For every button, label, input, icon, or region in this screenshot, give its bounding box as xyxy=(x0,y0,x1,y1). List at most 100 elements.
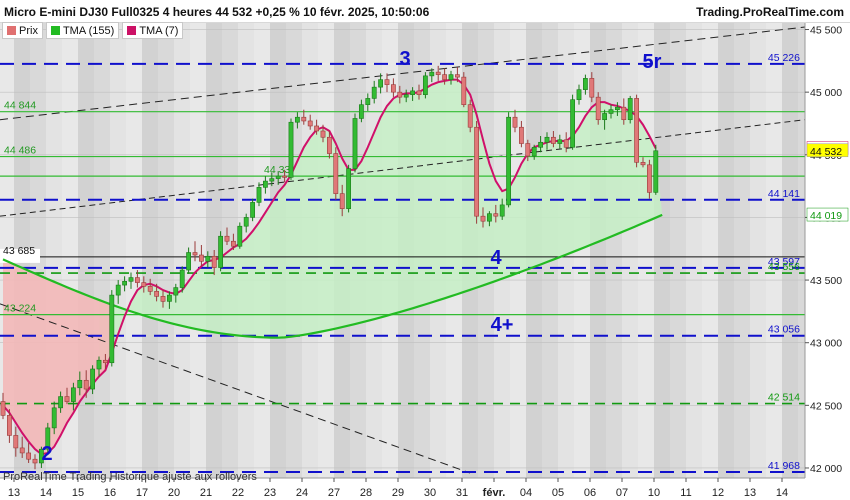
legend-item-tma7[interactable]: TMA (7) xyxy=(122,22,184,39)
candle-body xyxy=(378,79,383,88)
candle-body xyxy=(339,193,345,209)
background-band xyxy=(126,22,142,478)
candle-body xyxy=(346,168,351,209)
candle-body xyxy=(416,90,422,95)
price-tag-label: 44 532 xyxy=(810,146,842,158)
candle-body xyxy=(294,116,300,123)
background-band xyxy=(622,22,638,478)
candle-body xyxy=(435,71,441,75)
background-band xyxy=(78,22,94,478)
wave-label-3: 3 xyxy=(399,48,410,70)
background-band xyxy=(750,22,766,478)
candle-body xyxy=(26,452,31,460)
candle-body xyxy=(384,79,390,85)
time-axis-background xyxy=(0,478,850,500)
candle-body xyxy=(442,74,447,80)
time-tick-label: 31 xyxy=(456,487,468,499)
legend-item-price[interactable]: Prix xyxy=(2,22,43,39)
legend-item-tma155[interactable]: TMA (155) xyxy=(45,22,120,39)
candle-body xyxy=(563,139,569,148)
candle-body xyxy=(288,121,294,178)
candle-body xyxy=(602,113,607,121)
wave-label-4-plus: 4+ xyxy=(491,314,514,336)
level-label: 44 33 xyxy=(264,164,290,176)
tma-fill-areas xyxy=(3,79,663,455)
candle-body xyxy=(243,217,249,227)
level-lines: 45 226 44 844 44 486 44 33 44 141 43 685 43 59… xyxy=(0,52,805,473)
candle-body xyxy=(461,76,467,105)
price-tick-label: 43 000 xyxy=(810,338,842,350)
candle-body xyxy=(544,136,550,143)
candle-body xyxy=(467,104,473,128)
time-tick-label: 23 xyxy=(264,487,276,499)
time-tick-label: 06 xyxy=(584,487,596,499)
candle-body xyxy=(422,75,428,95)
candle-body xyxy=(627,98,633,121)
time-tick-label: 14 xyxy=(776,487,788,499)
candle-body xyxy=(371,86,377,99)
candle-body xyxy=(307,120,313,127)
bullish-fill-area xyxy=(99,79,663,377)
candle-body xyxy=(653,150,659,193)
trend-line-upper xyxy=(0,26,805,121)
candle-body xyxy=(262,180,268,188)
candle-body xyxy=(135,277,140,283)
background-band xyxy=(158,22,174,478)
brand-label[interactable]: Trading.ProRealTime.com xyxy=(696,5,844,19)
time-tick-label: 15 xyxy=(72,487,84,499)
candle-body xyxy=(614,106,620,110)
candle-body xyxy=(621,106,627,121)
candle-body xyxy=(179,269,185,288)
candle-body xyxy=(205,255,211,262)
candle-body xyxy=(365,98,371,105)
candle-body xyxy=(538,141,543,148)
candle-body xyxy=(525,143,531,157)
background-band xyxy=(110,22,126,478)
candle-body xyxy=(320,130,326,138)
candle-body xyxy=(576,89,582,100)
candle-body xyxy=(333,153,339,194)
price-axis-background xyxy=(805,22,850,478)
candle-body xyxy=(550,136,556,144)
candle-body xyxy=(454,74,460,78)
level-label: 45 226 xyxy=(768,52,800,64)
bearish-fill-area xyxy=(3,259,112,455)
candle-body xyxy=(506,116,511,206)
candle-body xyxy=(269,178,275,182)
candle-body xyxy=(403,94,409,98)
background-band xyxy=(638,22,654,478)
background-band xyxy=(686,22,702,478)
legend-swatch-price xyxy=(7,26,16,35)
candle-body xyxy=(499,204,505,217)
candle-body xyxy=(224,235,230,242)
level-label: 43 597 xyxy=(768,256,800,268)
level-label: 43 556 xyxy=(768,261,800,273)
candle-body xyxy=(390,84,396,93)
background-band xyxy=(654,22,670,478)
candle-body xyxy=(301,116,307,122)
time-tick-label: 27 xyxy=(328,487,340,499)
time-tick-label: 12 xyxy=(712,487,724,499)
candle-body xyxy=(122,281,127,286)
background-band xyxy=(702,22,718,478)
candle-body xyxy=(282,175,287,178)
level-label: 41 968 xyxy=(768,460,800,472)
time-tick-label: 28 xyxy=(360,487,372,499)
candle-body xyxy=(45,427,51,450)
candle-body xyxy=(218,235,223,268)
candle-body xyxy=(13,435,19,449)
price-tick-label: 43 500 xyxy=(810,275,842,287)
candle-body xyxy=(326,136,332,154)
background-band xyxy=(766,22,782,478)
background-band xyxy=(718,22,734,478)
legend-label-tma155: TMA (155) xyxy=(62,24,115,37)
time-tick-label: 13 xyxy=(8,487,20,499)
candle-body xyxy=(192,252,198,256)
candle-body xyxy=(64,396,70,402)
candle-body xyxy=(582,78,588,90)
level-label-box xyxy=(0,248,40,263)
candle-body xyxy=(109,294,115,364)
candle-body xyxy=(512,116,518,128)
